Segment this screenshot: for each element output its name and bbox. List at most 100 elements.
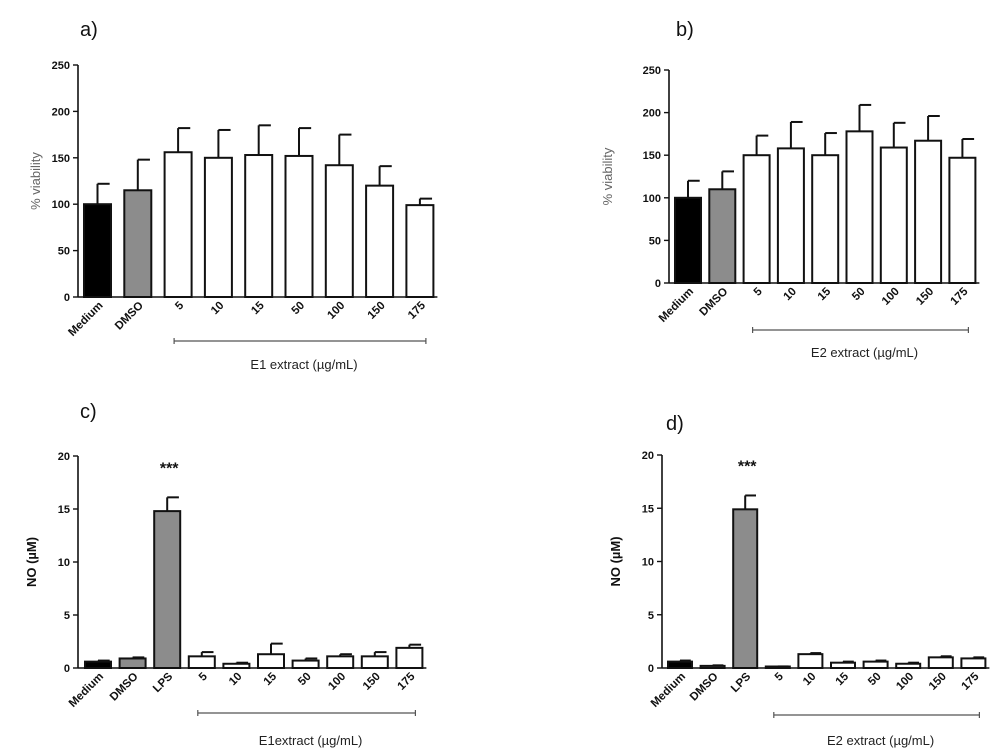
category-label: 100 [880,286,902,308]
bar-dmso [708,188,737,284]
bar-medium [84,660,112,670]
category-label: 10 [801,671,819,689]
y-tick-label: 50 [58,246,70,258]
category-label: 5 [752,285,765,298]
bar-5 [742,154,771,284]
panel-letter: c) [80,401,97,423]
category-label: 175 [959,670,981,692]
bar-10 [776,147,805,284]
y-tick-label: 200 [52,106,70,118]
bar-150 [914,139,943,284]
bar-50 [845,130,874,284]
bar-15 [244,154,274,298]
bar-50 [284,154,314,298]
category-label: 175 [395,670,417,692]
category-label: 10 [227,671,245,689]
bar-medium [674,196,702,284]
group-label: E2 extract (µg/mL) [827,733,934,748]
group-label: E2 extract (µg/mL) [811,345,918,360]
y-tick-label: 10 [58,557,70,569]
y-tick-label: 15 [642,503,654,515]
y-tick-label: 150 [52,153,70,165]
bar-10 [797,653,824,670]
y-tick-label: 5 [64,610,70,622]
bar-100 [879,146,908,284]
category-label: 150 [361,671,383,693]
bar-175 [948,156,977,284]
bar-175 [960,657,987,669]
category-label: 15 [816,285,834,303]
panel-letter: a) [80,19,98,41]
category-label: LPS [151,670,176,695]
y-tick-label: 50 [649,235,661,247]
bar-100 [895,662,922,669]
category-label: 100 [326,671,348,693]
category-label: 150 [366,300,388,322]
bar-5 [163,151,193,298]
category-label: 175 [948,285,970,307]
bar-dmso [118,657,147,670]
category-label: DMSO [688,671,721,704]
category-label: Medium [649,671,688,710]
category-label: 10 [781,286,799,304]
category-label: Medium [66,300,105,339]
bar-100 [324,164,354,298]
y-tick-label: 20 [642,450,654,462]
bar-100 [326,655,355,670]
bar-10 [222,662,251,670]
y-axis-label: % viability [600,147,615,205]
category-label: 15 [249,299,267,317]
category-label: 50 [290,300,308,318]
category-label: 175 [406,299,428,321]
y-tick-label: 250 [643,65,661,77]
y-tick-label: 0 [64,292,70,304]
bar-10 [203,156,233,298]
category-label: 10 [209,300,227,318]
y-tick-label: 250 [52,60,70,72]
category-label: 5 [773,670,786,683]
y-tick-label: 150 [643,150,661,162]
category-label: 150 [927,671,949,693]
category-label: 15 [262,670,280,688]
bar-medium [667,660,693,669]
category-label: DMSO [108,671,141,704]
bar-5 [187,655,216,670]
group-label: E1 extract (µg/mL) [250,357,357,372]
bar-lps [732,508,759,669]
category-label: 100 [325,300,347,322]
category-label: LPS [729,670,754,695]
bar-15 [811,154,840,284]
y-tick-label: 10 [642,557,654,569]
y-axis-label: % viability [28,152,43,210]
bar-150 [365,184,395,298]
bar-175 [405,204,435,299]
category-label: 5 [197,670,210,683]
category-label: 5 [173,299,186,312]
bar-15 [830,661,856,669]
y-tick-label: 100 [643,193,661,205]
category-label: Medium [67,671,106,710]
category-label: 100 [894,671,916,693]
category-label: 50 [296,671,314,689]
group-label: E1extract (µg/mL) [259,733,363,748]
bar-15 [257,653,285,669]
bar-50 [291,659,320,670]
category-label: 15 [834,670,852,688]
category-label: Medium [657,286,696,325]
y-tick-label: 15 [58,504,70,516]
bar-lps [153,510,182,669]
y-tick-label: 100 [52,199,70,211]
panel-c: c) NO (µM) 0 5 10 15 20 Medium DMSO LPS 5 10 15 50 100… [24,401,427,748]
y-tick-label: 20 [58,451,70,463]
panel-a: a) % viability 0 50 100 150 200 250 Medium DMSO 5 1… [28,19,438,372]
bar-dmso [123,189,153,298]
y-axis-label: NO (µM) [24,537,39,587]
panel-d: d) NO (µM) 0 5 10 15 20 Medium DMSO LPS 5 10 15 50 100… [608,413,990,748]
panel-b: b) % viability 0 50 100 150 200 250 Medium DMSO 5 1… [600,19,980,360]
y-tick-label: 0 [64,663,70,675]
panel-letter: d) [666,413,684,435]
bar-dmso [699,664,726,669]
y-tick-label: 5 [648,610,654,622]
y-tick-label: 0 [655,278,661,290]
